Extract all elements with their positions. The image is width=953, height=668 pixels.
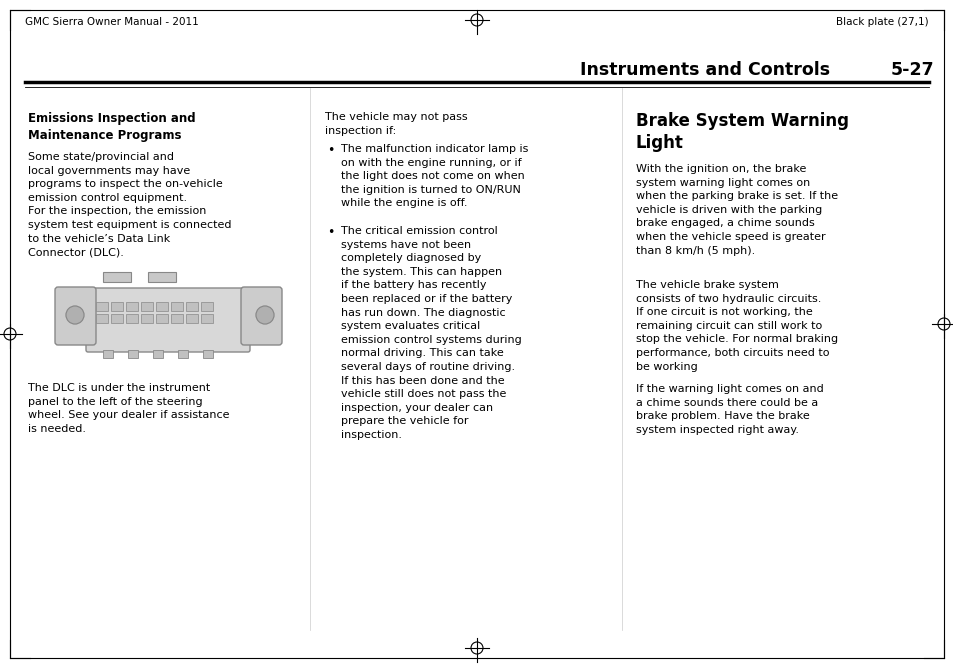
Bar (103, 350, 112, 358)
FancyBboxPatch shape (86, 288, 250, 352)
FancyBboxPatch shape (55, 287, 96, 345)
Text: If the warning light comes on and
a chime sounds there could be a
brake problem.: If the warning light comes on and a chim… (636, 384, 822, 435)
Bar (141, 314, 152, 323)
Bar (178, 350, 188, 358)
Bar (96, 302, 108, 311)
Text: Some state/provincial and
local governments may have
programs to inspect the on-: Some state/provincial and local governme… (28, 152, 232, 257)
Bar (152, 350, 163, 358)
Bar (126, 314, 138, 323)
FancyBboxPatch shape (241, 287, 282, 345)
Bar (111, 314, 123, 323)
Text: Black plate (27,1): Black plate (27,1) (836, 17, 928, 27)
Bar (201, 302, 213, 311)
Bar (156, 302, 168, 311)
Text: The vehicle brake system
consists of two hydraulic circuits.
If one circuit is n: The vehicle brake system consists of two… (636, 280, 838, 371)
Text: 5-27: 5-27 (889, 61, 933, 79)
Bar (186, 314, 198, 323)
Bar (111, 302, 123, 311)
Bar (201, 314, 213, 323)
Bar (156, 314, 168, 323)
Bar (171, 314, 183, 323)
Text: Emissions Inspection and
Maintenance Programs: Emissions Inspection and Maintenance Pro… (28, 112, 195, 142)
Text: With the ignition on, the brake
system warning light comes on
when the parking b: With the ignition on, the brake system w… (636, 164, 838, 256)
Bar (128, 350, 138, 358)
Bar (126, 302, 138, 311)
Text: Brake System Warning
Light: Brake System Warning Light (636, 112, 848, 152)
Circle shape (255, 306, 274, 324)
Text: The vehicle may not pass
inspection if:: The vehicle may not pass inspection if: (325, 112, 467, 136)
Bar (148, 272, 175, 282)
Circle shape (66, 306, 84, 324)
Text: Instruments and Controls: Instruments and Controls (579, 61, 829, 79)
Bar (171, 302, 183, 311)
Text: •: • (327, 144, 334, 157)
Bar (186, 302, 198, 311)
Text: The malfunction indicator lamp is
on with the engine running, or if
the light do: The malfunction indicator lamp is on wit… (340, 144, 528, 208)
Bar (96, 314, 108, 323)
Bar (203, 350, 213, 358)
Text: •: • (327, 226, 334, 239)
Text: The DLC is under the instrument
panel to the left of the steering
wheel. See you: The DLC is under the instrument panel to… (28, 383, 230, 434)
Text: GMC Sierra Owner Manual - 2011: GMC Sierra Owner Manual - 2011 (25, 17, 198, 27)
Bar (141, 302, 152, 311)
Bar (103, 272, 131, 282)
Text: The critical emission control
systems have not been
completely diagnosed by
the : The critical emission control systems ha… (340, 226, 521, 440)
